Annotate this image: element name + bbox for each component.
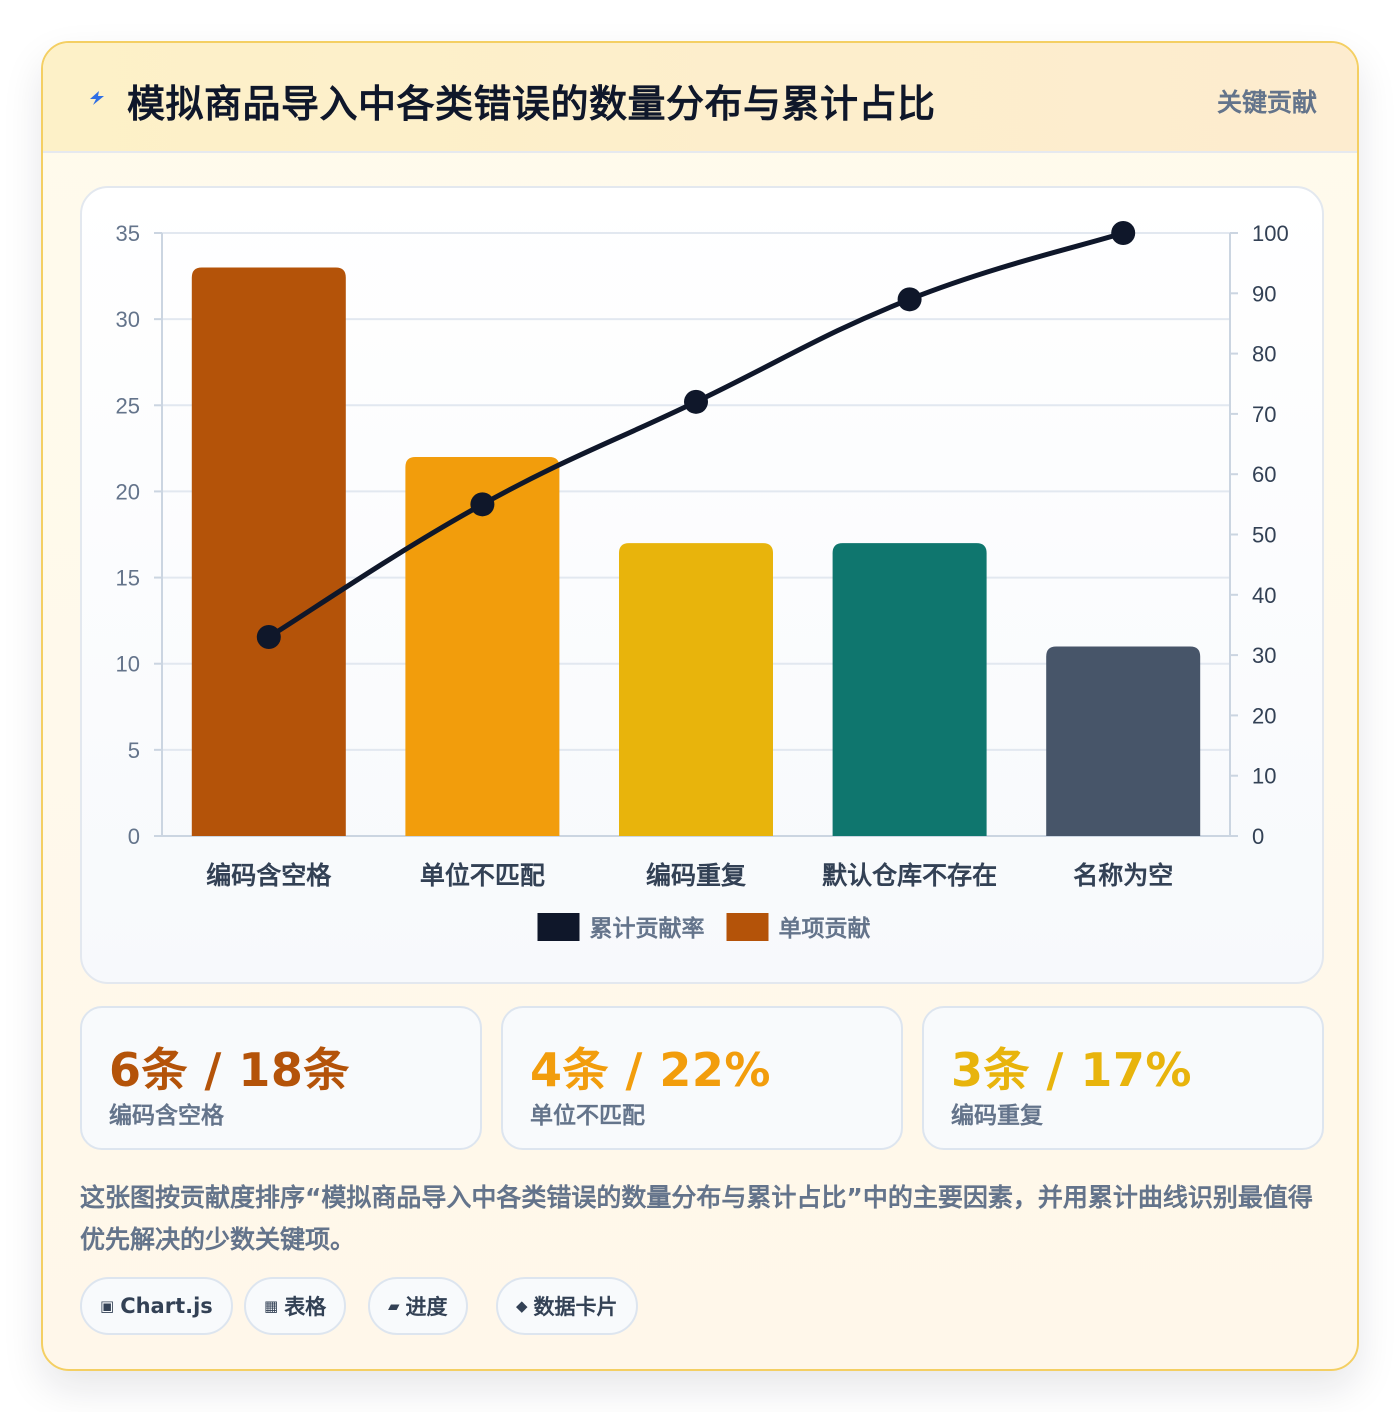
x-tick-label: 单位不匹配 <box>420 861 545 890</box>
y-tick-label-left: 35 <box>116 221 140 246</box>
stat-value: 4条 / 22% <box>530 1043 771 1097</box>
card-header: 模拟商品导入中各类错误的数量分布与累计占比 关键贡献 <box>43 43 1357 153</box>
card-icon: ◆ <box>516 1297 528 1315</box>
y-tick-label-right: 20 <box>1252 703 1276 728</box>
legend-label: 单项贡献 <box>779 915 871 941</box>
x-tick-label: 默认仓库不存在 <box>822 861 997 890</box>
stats-row: 6条 / 18条 编码含空格 4条 / 22% 单位不匹配 3条 / 17% 编… <box>80 1006 1324 1150</box>
y-tick-label-right: 90 <box>1252 281 1276 306</box>
page-title: 模拟商品导入中各类错误的数量分布与累计占比 <box>127 82 936 126</box>
chart-icon: ▣ <box>100 1297 115 1315</box>
header-tag: 关键贡献 <box>1216 88 1317 117</box>
tag-list: ▣ Chart.js ▦ 表格 ▰ 进度 ◆ 数据卡片 <box>80 1277 780 1335</box>
legend-label: 累计贡献率 <box>590 915 705 941</box>
bar <box>1046 646 1201 836</box>
y-tick-label-right: 30 <box>1252 643 1276 668</box>
line-point <box>897 287 922 312</box>
lightning-icon <box>90 91 104 105</box>
progress-icon: ▰ <box>388 1297 400 1315</box>
x-tick-label: 编码重复 <box>646 861 747 890</box>
stat-card: 3条 / 17% 编码重复 <box>922 1006 1324 1150</box>
y-tick-label-right: 80 <box>1252 342 1276 367</box>
stat-label: 单位不匹配 <box>530 1103 645 1129</box>
tag-label: Chart.js <box>120 1294 213 1318</box>
y-tick-label-left: 10 <box>116 652 140 677</box>
bar <box>619 543 773 836</box>
chart-card: 模拟商品导入中各类错误的数量分布与累计占比 关键贡献 0 5 10 15 20 25 30 3… <box>41 41 1359 1371</box>
y-tick-label-right: 40 <box>1252 583 1276 608</box>
y-tick-label-right: 70 <box>1252 402 1276 427</box>
line-point <box>256 625 281 650</box>
bar <box>405 456 560 836</box>
x-tick-label: 名称为空 <box>1073 861 1173 890</box>
line-point <box>1111 221 1136 245</box>
tag-table[interactable]: ▦ 表格 <box>244 1277 347 1335</box>
stat-value: 3条 / 17% <box>951 1043 1192 1097</box>
tag-label: 数据卡片 <box>533 1295 618 1319</box>
tag-chartjs[interactable]: ▣ Chart.js <box>80 1277 233 1335</box>
line-point <box>470 492 495 517</box>
stat-label: 编码含空格 <box>109 1103 224 1129</box>
y-tick-label-right: 10 <box>1252 764 1276 789</box>
bar <box>191 267 346 836</box>
y-tick-label-right: 100 <box>1252 221 1289 246</box>
stat-card: 4条 / 22% 单位不匹配 <box>501 1006 903 1150</box>
stat-label: 编码重复 <box>951 1103 1043 1129</box>
legend-swatch <box>726 913 769 941</box>
y-tick-label-right: 0 <box>1252 824 1264 849</box>
legend-swatch <box>537 913 580 941</box>
y-tick-label-left: 30 <box>116 307 140 332</box>
y-tick-label-left: 25 <box>116 393 140 418</box>
line-point <box>684 389 708 414</box>
y-tick-label-left: 20 <box>116 479 140 504</box>
y-tick-label-left: 5 <box>128 738 140 763</box>
y-tick-label-left: 15 <box>116 566 140 591</box>
y-tick-label-right: 50 <box>1252 523 1276 548</box>
tag-label: 表格 <box>284 1295 327 1319</box>
chart-panel: 0 5 10 15 20 25 30 35 0 10 20 30 40 50 60 70 80 90 100 编码含空… <box>80 186 1324 984</box>
y-tick-label-right: 60 <box>1252 462 1276 487</box>
y-tick-label-left: 0 <box>128 824 140 849</box>
tag-data-card[interactable]: ◆ 数据卡片 <box>496 1277 638 1335</box>
x-tick-label: 编码含空格 <box>206 861 332 890</box>
tag-label: 进度 <box>405 1295 448 1319</box>
stat-value: 6条 / 18条 <box>109 1043 350 1097</box>
pareto-chart: 0 5 10 15 20 25 30 35 0 10 20 30 40 50 60 70 80 90 100 编码含空… <box>116 221 1289 941</box>
tag-progress[interactable]: ▰ 进度 <box>368 1277 468 1335</box>
chart-description: 这张图按贡献度排序“模拟商品导入中各类错误的数量分布与累计占比”中的主要因素，并… <box>80 1183 1313 1254</box>
stat-card: 6条 / 18条 编码含空格 <box>80 1006 482 1150</box>
table-icon: ▦ <box>264 1297 279 1315</box>
bar <box>832 543 987 836</box>
